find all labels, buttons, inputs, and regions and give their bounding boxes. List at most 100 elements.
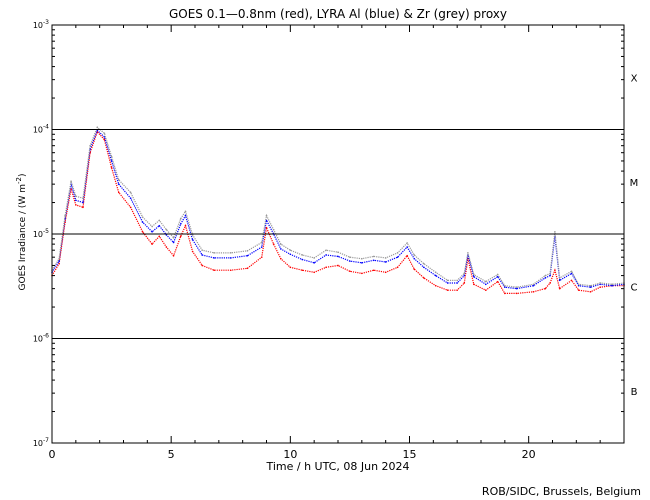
data-point <box>456 279 458 282</box>
data-point <box>504 292 506 295</box>
data-point <box>103 138 106 141</box>
data-point <box>151 225 153 228</box>
data-point <box>599 282 601 284</box>
data-point <box>260 256 263 258</box>
data-point <box>129 197 132 200</box>
x-tick-label: 20 <box>522 448 536 461</box>
data-point <box>463 272 466 275</box>
data-point <box>413 257 416 260</box>
plot-area: 0 5 10 15 20 10-3 10-4 10-5 10-6 10-7 X M C B <box>33 19 638 461</box>
data-point <box>570 279 573 282</box>
data-point <box>384 271 387 274</box>
data-point <box>325 266 327 269</box>
data-point <box>446 282 449 284</box>
flare-class-label: M <box>630 178 639 189</box>
data-point <box>396 252 399 254</box>
data-point <box>504 286 506 288</box>
series-line <box>51 129 625 290</box>
data-point <box>246 250 249 252</box>
x-tick-label: 15 <box>403 448 417 461</box>
data-point <box>201 249 203 251</box>
x-axis-label: Time / h UTC, 08 Jun 2024 <box>265 460 409 473</box>
data-point <box>313 271 315 274</box>
data-point <box>577 284 580 287</box>
data-point <box>413 254 416 256</box>
data-point <box>117 191 120 194</box>
flare-class-lines <box>52 129 624 339</box>
data-point <box>75 199 77 202</box>
data-point <box>484 280 487 283</box>
data-point <box>191 250 194 253</box>
data-point <box>110 155 113 158</box>
data-point <box>280 243 282 245</box>
data-point <box>406 242 408 244</box>
data-point <box>384 257 387 259</box>
data-point <box>58 262 60 265</box>
data-point <box>75 195 77 197</box>
y-tick-label: 10-7 <box>33 437 49 448</box>
data-point <box>337 251 339 253</box>
data-point <box>570 270 573 273</box>
data-point <box>103 132 106 135</box>
data-point <box>301 254 304 256</box>
series-line <box>51 130 624 294</box>
data-point <box>484 289 487 291</box>
data-point <box>75 204 77 206</box>
data-point <box>265 226 268 229</box>
data-point <box>423 262 425 265</box>
data-point <box>544 287 547 290</box>
data-point <box>82 197 84 200</box>
data-point <box>544 277 547 279</box>
data-point <box>179 235 182 238</box>
data-point <box>467 252 469 254</box>
data-point <box>289 253 292 256</box>
data-point <box>141 230 144 233</box>
data-point <box>96 129 99 132</box>
data-point <box>413 268 416 271</box>
data-point <box>396 266 399 269</box>
data-point <box>172 254 175 257</box>
y-axis-label-main: GOES Irradiance / (W m <box>18 184 28 290</box>
series-layer <box>51 126 625 295</box>
y-axis-label-sup: -2 <box>15 177 23 184</box>
data-point <box>558 279 561 282</box>
data-point <box>260 241 263 244</box>
data-point <box>611 283 613 286</box>
data-point <box>151 243 153 245</box>
data-point <box>515 286 518 288</box>
data-point <box>577 283 580 286</box>
data-point <box>549 274 551 277</box>
data-point <box>280 248 282 250</box>
data-point <box>337 264 339 267</box>
data-point <box>201 254 203 256</box>
y-tick-label: 10-6 <box>33 333 49 344</box>
data-point <box>496 273 499 276</box>
data-point <box>504 284 506 287</box>
data-point <box>589 290 592 293</box>
series-line <box>51 126 625 288</box>
data-point <box>201 264 203 267</box>
data-point <box>372 259 375 262</box>
y-axis-label: GOES Irradiance / (W m-2) <box>15 174 28 291</box>
data-point <box>184 214 187 217</box>
data-point <box>349 256 351 258</box>
data-point <box>158 235 161 238</box>
data-point <box>70 180 72 183</box>
data-point <box>141 221 144 223</box>
data-point <box>110 160 113 162</box>
data-point <box>515 292 518 295</box>
data-point <box>191 239 194 241</box>
data-point <box>172 236 175 239</box>
data-point <box>446 279 449 282</box>
data-point <box>325 249 327 251</box>
data-point <box>213 252 215 254</box>
data-point <box>434 271 437 274</box>
data-point <box>165 228 168 231</box>
data-point <box>301 258 304 261</box>
data-point <box>213 269 215 272</box>
data-point <box>184 210 187 213</box>
data-point <box>158 224 161 227</box>
flare-class-label: X <box>631 73 638 84</box>
data-point <box>246 267 249 270</box>
